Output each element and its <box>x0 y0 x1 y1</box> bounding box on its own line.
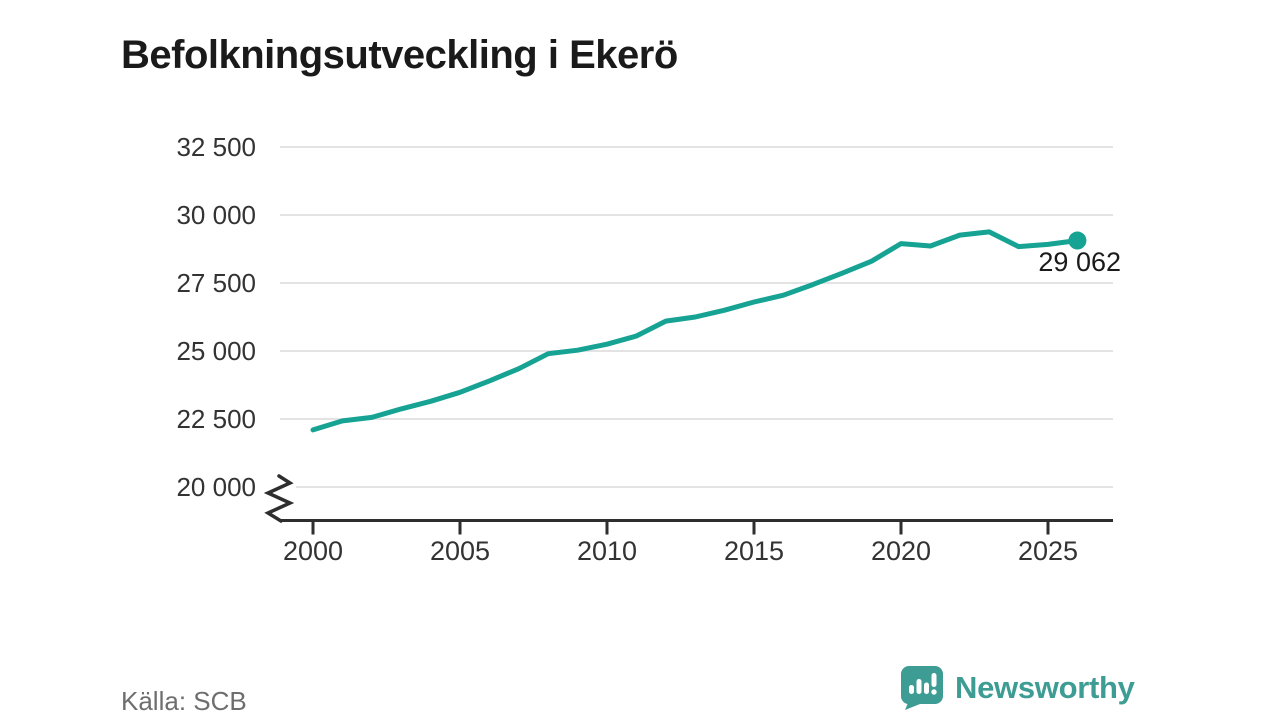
x-tick-label: 2000 <box>283 536 343 566</box>
source-attribution: Källa: SCB <box>121 686 247 716</box>
x-tick-label: 2020 <box>871 536 931 566</box>
logo-bar-chart-glyph <box>909 673 937 695</box>
y-tick-label: 25 000 <box>176 336 256 366</box>
logo-speech-bubble <box>901 666 943 710</box>
x-tick-label: 2015 <box>724 536 784 566</box>
y-tick-label: 27 500 <box>176 268 256 298</box>
last-value-label: 29 062 <box>1038 247 1121 277</box>
last-value-marker <box>1068 231 1087 250</box>
newsworthy-brand: Newsworthy <box>898 664 1135 711</box>
y-tick-label: 30 000 <box>176 200 256 230</box>
x-tick-label: 2025 <box>1018 536 1078 566</box>
population-line-series <box>310 229 1080 433</box>
y-tick-label: 20 000 <box>176 472 256 502</box>
newsworthy-brand-name: Newsworthy <box>955 669 1135 705</box>
x-tick-label: 2010 <box>577 536 637 566</box>
y-tick-label: 22 500 <box>176 404 256 434</box>
chart-title: Befolkningsutveckling i Ekerö <box>121 32 678 77</box>
newsworthy-logo-icon <box>901 666 943 710</box>
y-tick-label: 32 500 <box>176 132 256 162</box>
y-axis-break-icon <box>263 474 295 523</box>
x-tick-label: 2005 <box>430 536 490 566</box>
